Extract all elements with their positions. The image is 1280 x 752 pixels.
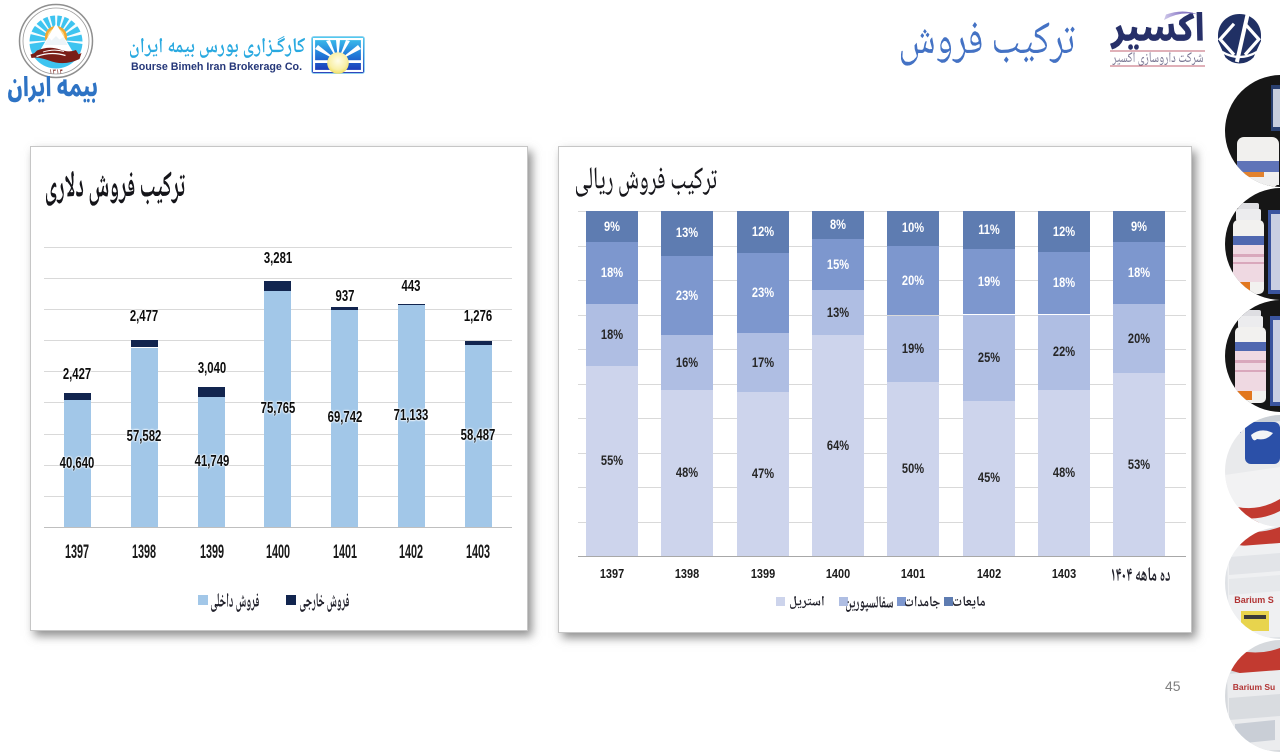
- svg-text:Barium Su: Barium Su: [1233, 682, 1276, 692]
- svg-text:۱۳۱۴: ۱۳۱۴: [49, 69, 63, 76]
- svg-text:Barium S: Barium S: [1234, 595, 1274, 605]
